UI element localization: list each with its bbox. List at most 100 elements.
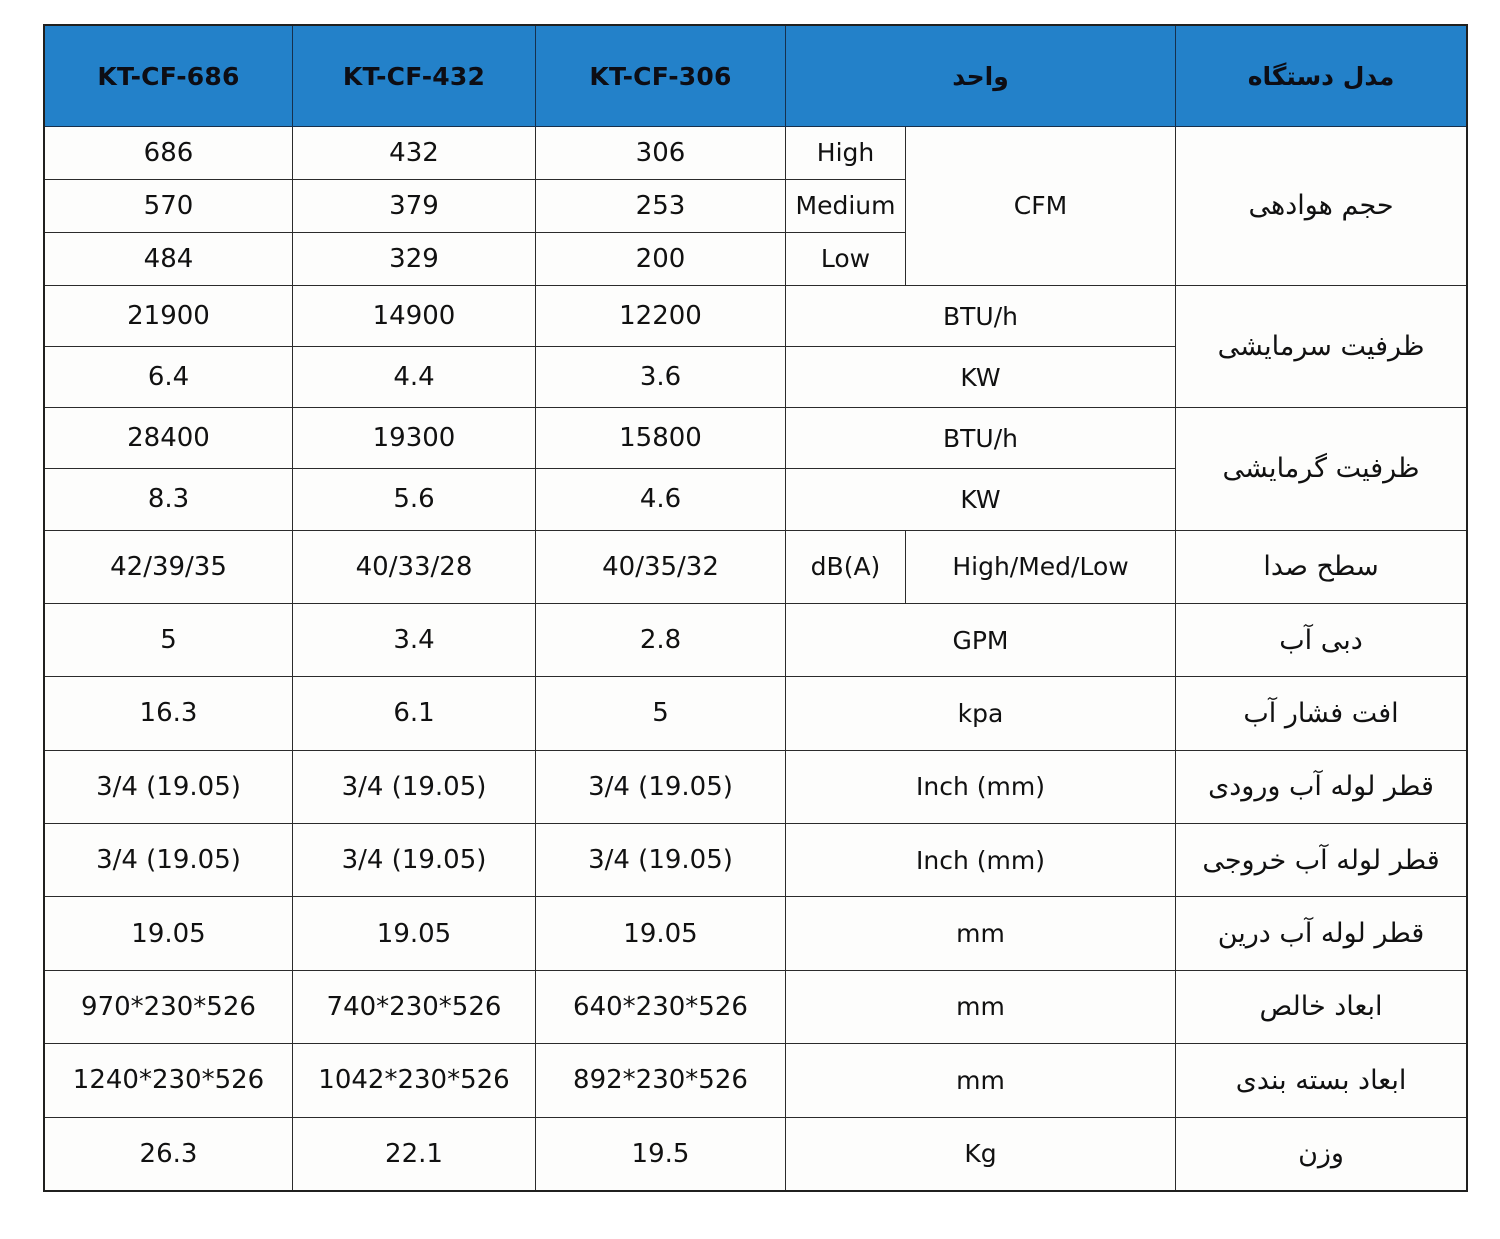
row-label-inlet-pipe-diameter: قطر لوله آب ورودی bbox=[1175, 749, 1468, 825]
table-row: 26.3 22.1 19.5 Kg وزن bbox=[44, 1116, 1468, 1192]
cell-value: 3/4 (19.05) bbox=[44, 823, 293, 898]
row-label-air-volume: حجم هوادهی bbox=[1175, 126, 1468, 286]
cell-value: 5 bbox=[44, 602, 293, 678]
column-header-unit: واحد bbox=[784, 25, 1177, 127]
row-label-net-dimensions: ابعاد خالص bbox=[1175, 969, 1468, 1045]
cell-value: 19.5 bbox=[535, 1116, 786, 1192]
cell-value: 1042*230*526 bbox=[292, 1043, 536, 1118]
cell-unit: Inch (mm) bbox=[784, 823, 1177, 898]
table-body: 686 432 306 High CFM حجم هوادهی 570 379 … bbox=[44, 126, 1468, 1192]
cell-value: 21900 bbox=[44, 284, 293, 348]
cell-speed-high: High bbox=[785, 126, 906, 180]
row-label-heating-capacity: ظرفیت گرمایشی bbox=[1175, 407, 1468, 531]
cell-value: 970*230*526 bbox=[44, 969, 293, 1045]
cell-unit: GPM bbox=[784, 602, 1177, 678]
header-row: KT-CF-686 KT-CF-432 KT-CF-306 واحد مدل د… bbox=[44, 25, 1468, 127]
column-header-model-3: KT-CF-306 bbox=[535, 25, 786, 127]
table-row: 6.4 4.4 3.6 KW bbox=[44, 346, 1467, 409]
table-row: 1240*230*526 1042*230*526 892*230*526 mm… bbox=[44, 1043, 1468, 1118]
cell-value: 640*230*526 bbox=[535, 969, 786, 1045]
cell-value: 3/4 (19.05) bbox=[292, 823, 536, 898]
fan-coil-specification-table: KT-CF-686 KT-CF-432 KT-CF-306 واحد مدل د… bbox=[42, 24, 1469, 1192]
cell-value: 16.3 bbox=[44, 676, 293, 751]
cell-value: 379 bbox=[292, 178, 536, 233]
row-label-water-pressure-drop: افت فشار آب bbox=[1175, 676, 1468, 751]
cell-value: 4.4 bbox=[292, 346, 536, 409]
cell-unit: dB(A) bbox=[785, 529, 906, 604]
cell-value: 19300 bbox=[292, 407, 536, 470]
cell-value: 484 bbox=[44, 231, 293, 286]
cell-speed-medium: Medium bbox=[785, 178, 906, 233]
cell-value: 40/33/28 bbox=[292, 529, 536, 604]
cell-value: 26.3 bbox=[44, 1116, 293, 1192]
specification-sheet: KT-CF-686 KT-CF-432 KT-CF-306 واحد مدل د… bbox=[42, 24, 1469, 1192]
cell-value: 4.6 bbox=[535, 468, 786, 531]
cell-value: 42/39/35 bbox=[44, 529, 293, 604]
cell-unit: Kg bbox=[784, 1116, 1177, 1192]
cell-value: 6.4 bbox=[44, 346, 293, 409]
cell-value: 3/4 (19.05) bbox=[44, 749, 293, 825]
cell-value: 5 bbox=[535, 676, 786, 751]
cell-value: 40/35/32 bbox=[535, 529, 786, 604]
table-row: 19.05 19.05 19.05 mm قطر لوله آب درین bbox=[44, 896, 1468, 971]
table-row: 686 432 306 High CFM حجم هوادهی bbox=[44, 126, 1468, 286]
cell-unit: mm bbox=[784, 1043, 1177, 1118]
cell-unit: KW bbox=[784, 346, 1177, 409]
cell-value: 3/4 (19.05) bbox=[535, 823, 786, 898]
cell-speed-low: Low bbox=[785, 231, 906, 286]
table-row: 28400 19300 15800 BTU/h ظرفیت گرمایشی bbox=[44, 407, 1468, 531]
cell-value: 8.3 bbox=[44, 468, 293, 531]
cell-unit: CFM bbox=[904, 126, 1177, 286]
cell-value: 306 bbox=[535, 126, 786, 180]
row-label-noise-level: سطح صدا bbox=[1175, 529, 1468, 604]
cell-value: 3/4 (19.05) bbox=[535, 749, 786, 825]
cell-value: 3.6 bbox=[535, 346, 786, 409]
cell-value: 19.05 bbox=[535, 896, 786, 971]
cell-value: 19.05 bbox=[44, 896, 293, 971]
cell-unit: KW bbox=[784, 468, 1177, 531]
column-header-model-1: KT-CF-686 bbox=[44, 25, 293, 127]
cell-value: 570 bbox=[44, 178, 293, 233]
column-header-model-2: KT-CF-432 bbox=[292, 25, 536, 127]
row-label-packaging-dimensions: ابعاد بسته بندی bbox=[1175, 1043, 1468, 1118]
cell-value: 6.1 bbox=[292, 676, 536, 751]
cell-unit: BTU/h bbox=[784, 284, 1177, 348]
cell-unit: Inch (mm) bbox=[784, 749, 1177, 825]
cell-subunit: High/Med/Low bbox=[904, 529, 1177, 604]
row-label-weight: وزن bbox=[1175, 1116, 1468, 1192]
cell-unit: kpa bbox=[784, 676, 1177, 751]
cell-value: 28400 bbox=[44, 407, 293, 470]
cell-value: 740*230*526 bbox=[292, 969, 536, 1045]
cell-value: 1240*230*526 bbox=[44, 1043, 293, 1118]
row-label-outlet-pipe-diameter: قطر لوله آب خروجی bbox=[1175, 823, 1468, 898]
cell-value: 14900 bbox=[292, 284, 536, 348]
row-label-cooling-capacity: ظرفیت سرمایشی bbox=[1175, 284, 1468, 409]
row-label-water-flow: دبی آب bbox=[1175, 602, 1468, 678]
cell-value: 12200 bbox=[535, 284, 786, 348]
cell-value: 19.05 bbox=[292, 896, 536, 971]
cell-unit: mm bbox=[784, 969, 1177, 1045]
cell-value: 2.8 bbox=[535, 602, 786, 678]
cell-value: 329 bbox=[292, 231, 536, 286]
cell-value: 15800 bbox=[535, 407, 786, 470]
cell-unit: BTU/h bbox=[784, 407, 1177, 470]
cell-value: 892*230*526 bbox=[535, 1043, 786, 1118]
cell-value: 3.4 bbox=[292, 602, 536, 678]
table-row: 484 329 200 Low bbox=[44, 231, 1467, 286]
table-row: 570 379 253 Medium bbox=[44, 178, 1467, 233]
cell-unit: mm bbox=[784, 896, 1177, 971]
row-label-drain-pipe-diameter: قطر لوله آب درین bbox=[1175, 896, 1468, 971]
cell-value: 5.6 bbox=[292, 468, 536, 531]
table-row: 42/39/35 40/33/28 40/35/32 dB(A) High/Me… bbox=[44, 529, 1468, 604]
cell-value: 432 bbox=[292, 126, 536, 180]
table-row: 21900 14900 12200 BTU/h ظرفیت سرمایشی bbox=[44, 284, 1468, 409]
column-header-device-model: مدل دستگاه bbox=[1175, 25, 1468, 127]
table-row: 3/4 (19.05) 3/4 (19.05) 3/4 (19.05) Inch… bbox=[44, 749, 1468, 825]
table-row: 3/4 (19.05) 3/4 (19.05) 3/4 (19.05) Inch… bbox=[44, 823, 1468, 898]
cell-value: 686 bbox=[44, 126, 293, 180]
cell-value: 200 bbox=[535, 231, 786, 286]
cell-value: 253 bbox=[535, 178, 786, 233]
cell-value: 22.1 bbox=[292, 1116, 536, 1192]
table-header: KT-CF-686 KT-CF-432 KT-CF-306 واحد مدل د… bbox=[44, 25, 1468, 127]
cell-value: 3/4 (19.05) bbox=[292, 749, 536, 825]
